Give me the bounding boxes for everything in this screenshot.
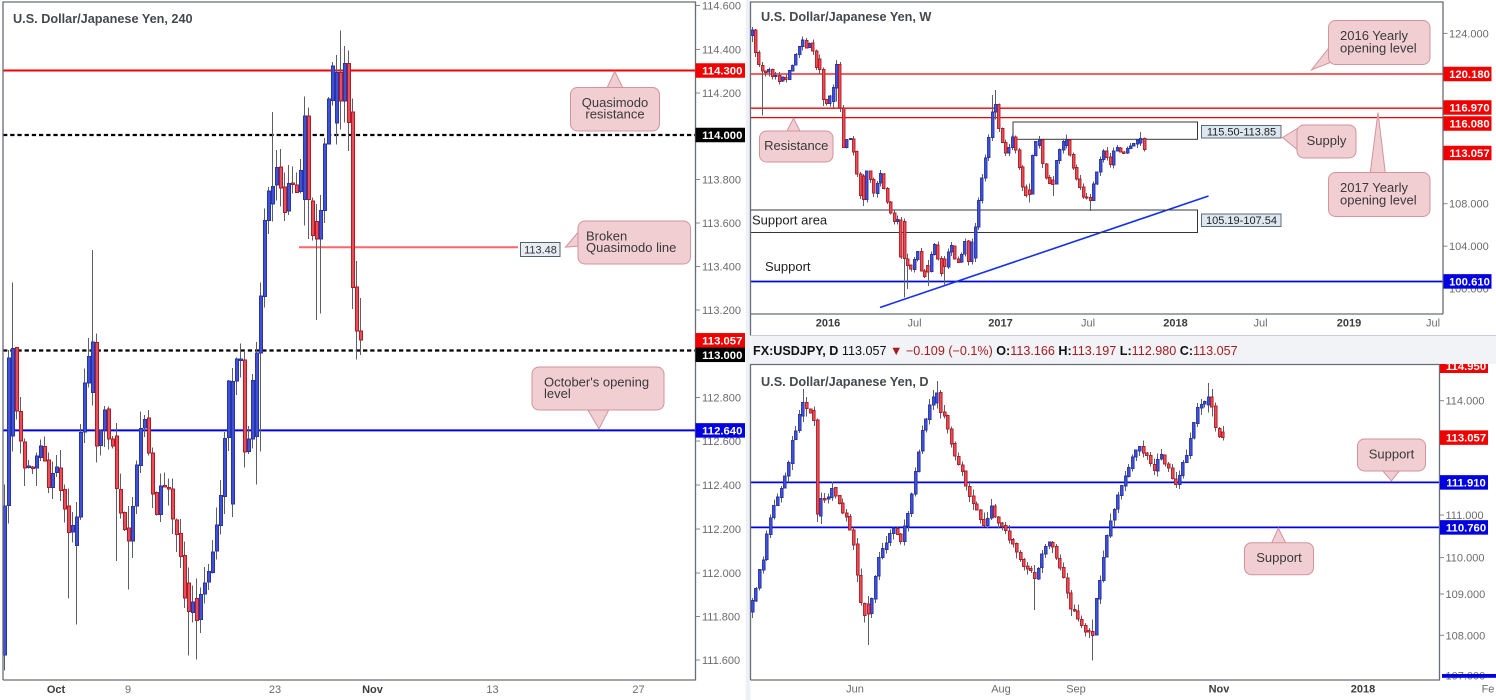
svg-text:Jul: Jul <box>1426 318 1440 330</box>
svg-text:105.19-107.54: 105.19-107.54 <box>1206 215 1277 227</box>
svg-text:124.000: 124.000 <box>1449 28 1489 40</box>
svg-text:Quasimodo: Quasimodo <box>582 95 648 110</box>
svg-text:113.057: 113.057 <box>1449 148 1489 160</box>
svg-text:2019: 2019 <box>1337 318 1361 330</box>
svg-text:114.000: 114.000 <box>1446 396 1485 408</box>
svg-text:112.800: 112.800 <box>702 393 741 405</box>
svg-text:112.400: 112.400 <box>702 480 741 492</box>
svg-text:level: level <box>544 386 571 401</box>
svg-text:113.48: 113.48 <box>524 245 557 257</box>
svg-text:23: 23 <box>269 684 281 696</box>
svg-text:113.057: 113.057 <box>1446 433 1486 445</box>
svg-text:114.600: 114.600 <box>702 1 741 13</box>
svg-text:113.600: 113.600 <box>702 218 741 230</box>
svg-text:Aug: Aug <box>991 684 1011 696</box>
svg-text:Resistance: Resistance <box>764 138 828 153</box>
svg-text:115.50-113.85: 115.50-113.85 <box>1207 126 1276 138</box>
svg-text:2017: 2017 <box>988 318 1012 330</box>
svg-text:9: 9 <box>125 684 131 696</box>
svg-text:U.S. Dollar/Japanese Yen, D: U.S. Dollar/Japanese Yen, D <box>761 375 929 389</box>
svg-text:112.640: 112.640 <box>702 425 742 437</box>
svg-text:113.400: 113.400 <box>702 262 741 274</box>
svg-text:111.910: 111.910 <box>1446 477 1486 489</box>
svg-text:110.760: 110.760 <box>1446 522 1486 534</box>
svg-text:Support area: Support area <box>752 213 828 228</box>
svg-text:Jul: Jul <box>907 318 921 330</box>
svg-text:111.600: 111.600 <box>702 655 740 667</box>
svg-text:Jul: Jul <box>1253 318 1267 330</box>
svg-text:Jul: Jul <box>1081 318 1095 330</box>
svg-text:111.000: 111.000 <box>1446 510 1484 522</box>
svg-text:opening level: opening level <box>1340 40 1417 55</box>
svg-text:13: 13 <box>486 684 498 696</box>
svg-text:Oct: Oct <box>47 684 66 696</box>
svg-text:Supply: Supply <box>1307 133 1347 148</box>
svg-text:Support: Support <box>1256 550 1302 565</box>
svg-text:27: 27 <box>632 684 644 696</box>
svg-text:114.000: 114.000 <box>702 130 742 142</box>
svg-text:2017 Yearly: 2017 Yearly <box>1340 180 1408 195</box>
svg-text:U.S. Dollar/Japanese Yen, W: U.S. Dollar/Japanese Yen, W <box>761 10 931 24</box>
svg-text:resistance: resistance <box>585 107 644 122</box>
svg-text:Fe: Fe <box>1482 684 1495 696</box>
svg-text:113.800: 113.800 <box>702 175 741 187</box>
svg-text:Sep: Sep <box>1066 684 1086 696</box>
svg-text:108.000: 108.000 <box>1446 630 1486 642</box>
svg-text:Broken: Broken <box>586 228 627 243</box>
svg-text:114.200: 114.200 <box>702 88 741 100</box>
svg-text:112.600: 112.600 <box>702 436 741 448</box>
svg-text:U.S. Dollar/Japanese Yen, 240: U.S. Dollar/Japanese Yen, 240 <box>13 12 193 26</box>
svg-text:Nov: Nov <box>1209 684 1231 696</box>
svg-text:2018: 2018 <box>1351 684 1375 696</box>
svg-text:111.800: 111.800 <box>702 612 740 624</box>
svg-text:October's opening: October's opening <box>544 374 649 389</box>
svg-text:114.300: 114.300 <box>702 66 742 78</box>
svg-text:Jun: Jun <box>846 684 864 696</box>
svg-text:104.000: 104.000 <box>1449 241 1489 253</box>
svg-text:100.610: 100.610 <box>1449 276 1490 288</box>
svg-text:110.000: 110.000 <box>1446 553 1485 565</box>
svg-text:Support: Support <box>765 259 811 274</box>
svg-text:113.000: 113.000 <box>702 350 742 362</box>
svg-text:Quasimodo line: Quasimodo line <box>586 240 676 255</box>
svg-text:Nov: Nov <box>362 684 384 696</box>
svg-text:116.970: 116.970 <box>1449 103 1489 115</box>
svg-text:FX:USDJPY, D 113.057 ▼ −0.109: FX:USDJPY, D 113.057 ▼ −0.109 (−0.1%) O:… <box>753 344 1238 358</box>
svg-text:Support: Support <box>1369 447 1415 462</box>
svg-text:112.000: 112.000 <box>702 568 741 580</box>
svg-text:2016: 2016 <box>816 318 840 330</box>
svg-text:114.400: 114.400 <box>702 45 741 57</box>
svg-text:109.000: 109.000 <box>1446 589 1486 601</box>
svg-text:opening level: opening level <box>1340 192 1417 207</box>
svg-text:113.057: 113.057 <box>702 335 742 347</box>
svg-text:112.200: 112.200 <box>702 524 741 536</box>
svg-text:120.180: 120.180 <box>1449 69 1490 81</box>
svg-text:108.000: 108.000 <box>1449 199 1489 211</box>
svg-text:114.950: 114.950 <box>1446 361 1486 373</box>
svg-text:113.200: 113.200 <box>702 305 741 317</box>
svg-text:2016 Yearly: 2016 Yearly <box>1340 28 1408 43</box>
svg-text:2018: 2018 <box>1163 318 1187 330</box>
svg-text:116.080: 116.080 <box>1449 119 1489 131</box>
